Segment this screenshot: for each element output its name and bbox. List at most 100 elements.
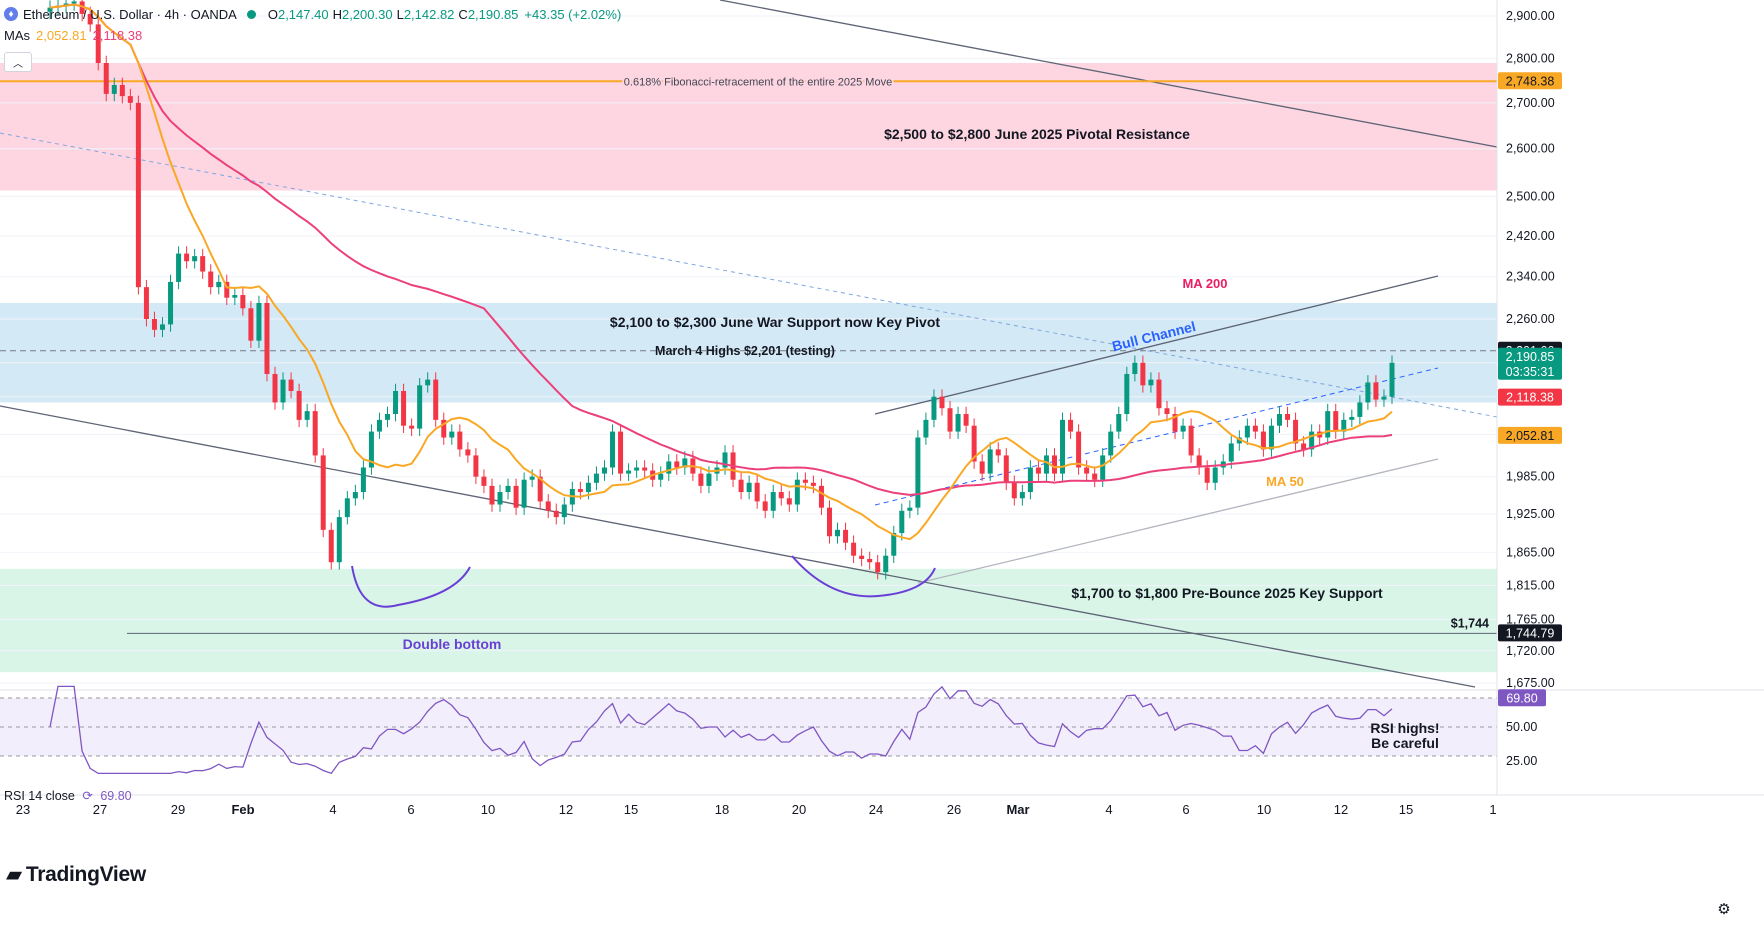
candle (1051, 448, 1057, 481)
candle-body (248, 308, 254, 341)
candle-body (593, 473, 599, 483)
price-tick-label: 2,700.00 (1506, 96, 1555, 110)
candle (465, 442, 471, 463)
candle-body (481, 476, 487, 486)
candle (385, 406, 391, 428)
candle-body (160, 324, 166, 330)
candle (272, 366, 278, 410)
candle (899, 503, 905, 541)
ma50-label: MA 50 (1266, 474, 1304, 489)
candle-body (1068, 419, 1074, 432)
time-tick-label: 12 (1334, 802, 1348, 817)
rsi-tag-bg (1498, 689, 1546, 707)
candle (1140, 355, 1146, 393)
candle-body (457, 431, 463, 450)
candle (593, 466, 599, 491)
ethereum-icon[interactable]: ♦ (4, 7, 18, 21)
candle-body (722, 452, 728, 468)
candle (376, 412, 382, 439)
price-tag-label: 2,052.81 (1506, 429, 1555, 443)
candle (1389, 355, 1395, 405)
support-1744-label: $1,744 (1451, 616, 1489, 630)
candle (947, 400, 953, 439)
candle-body (1156, 379, 1162, 409)
candle (111, 77, 117, 102)
candle-body (1092, 473, 1098, 480)
candle-body (1373, 382, 1379, 400)
ma200-line (49, 3, 1393, 496)
candle-body (971, 425, 977, 462)
candle (682, 451, 688, 475)
zone-pivotal-resistance (0, 62, 1497, 191)
collapse-legend-button[interactable]: ︿ (4, 52, 32, 72)
candle-body (1011, 482, 1017, 499)
candle (184, 246, 190, 269)
candle-body (794, 479, 800, 505)
candle-body (1301, 443, 1307, 450)
candle (296, 383, 302, 428)
symbol-title[interactable]: Ethereum / U.S. Dollar · 4h · OANDA (23, 6, 237, 22)
candle (1172, 406, 1178, 439)
candle (1260, 424, 1266, 457)
change-value: +43.35 (+2.02%) (524, 6, 622, 22)
candle (200, 248, 206, 279)
bull-channel-upper (874, 275, 1439, 415)
candle-body (1084, 467, 1090, 474)
rsi-legend[interactable]: RSI 14 close ⟳ 69.80 (4, 788, 132, 803)
candle-body (95, 24, 101, 63)
candle (1276, 406, 1282, 434)
candle-body (1244, 425, 1250, 438)
candle (457, 424, 463, 457)
candle-body (786, 498, 792, 505)
candle (963, 406, 969, 434)
candle-body (1116, 414, 1122, 432)
tradingview-logo[interactable]: ▰ TradingView (6, 862, 146, 887)
time-tick-label: 29 (171, 802, 185, 817)
candle-body (240, 295, 246, 309)
price-tag: 2,748.38 (1498, 72, 1562, 90)
candle-body (103, 62, 109, 94)
candle-body (642, 467, 648, 471)
candle-body (883, 555, 889, 573)
settings-gear-icon[interactable]: ⚙ (1717, 901, 1731, 918)
candle-body (352, 492, 358, 499)
price-tick-label: 1,765.00 (1506, 612, 1555, 626)
candle (1011, 475, 1017, 506)
candle-body (1333, 411, 1339, 432)
candle-body (168, 281, 174, 325)
candle-body (184, 253, 190, 262)
time-tick-label: 6 (407, 802, 414, 817)
candle (746, 475, 752, 500)
rsi-cycle-icon[interactable]: ⟳ (82, 789, 93, 803)
rsi-label-text: RSI 14 close (4, 789, 75, 803)
ma-legend[interactable]: MAs 2,052.81 2,118.38 (4, 28, 148, 43)
candle-body (947, 408, 953, 432)
candle-body (1196, 455, 1202, 468)
open-label: O (267, 6, 278, 22)
candle (939, 389, 945, 416)
candle (1188, 418, 1194, 463)
candle (1116, 406, 1122, 439)
candle (127, 88, 133, 111)
support-zone-label: $1,700 to $1,800 Pre-Bounce 2025 Key Sup… (1071, 585, 1383, 601)
bull-channel-lower (917, 458, 1439, 584)
candle-body (1124, 373, 1130, 415)
candle (610, 424, 616, 475)
candle (63, 0, 69, 13)
candle-body (835, 529, 841, 537)
candle-body (762, 501, 768, 511)
candle (987, 442, 993, 481)
candle-body (618, 431, 624, 474)
price-tick-label: 1,925.00 (1506, 507, 1555, 521)
candle-body (1341, 419, 1347, 432)
price-tag: 1,744.79 (1498, 624, 1562, 642)
high-value: 2,200.30 (341, 6, 393, 22)
candle (71, 0, 77, 11)
open-value: 2,147.40 (277, 6, 329, 22)
candle-body (473, 455, 479, 477)
candle-body (738, 479, 744, 493)
candle (409, 418, 415, 436)
